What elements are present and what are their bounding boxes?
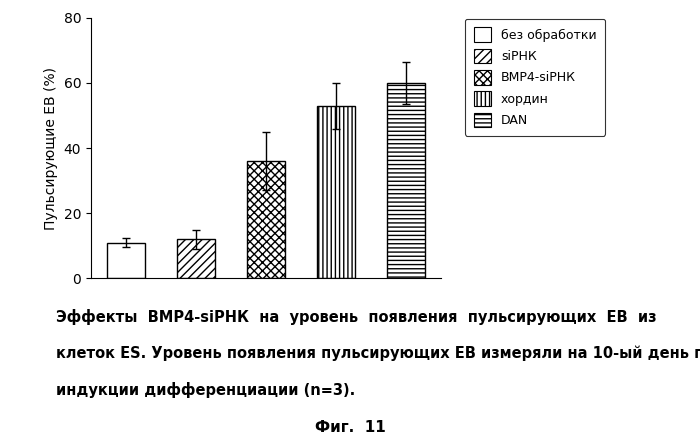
Y-axis label: Пульсирующие ЕВ (%): Пульсирующие ЕВ (%) — [44, 67, 58, 229]
Bar — [107, 243, 146, 278]
Text: индукции дифференциации (n=3).: индукции дифференциации (n=3). — [56, 382, 355, 398]
Legend: без обработки, siРНК, BMP4-siРНК, хордин, DAN: без обработки, siРНК, BMP4-siРНК, хордин… — [465, 19, 606, 136]
Text: Эффекты  BMP4-siРНК  на  уровень  появления  пульсирующих  ЕВ  из: Эффекты BMP4-siРНК на уровень появления … — [56, 309, 657, 325]
Text: Фиг.  11: Фиг. 11 — [314, 420, 386, 435]
Bar — [177, 240, 216, 278]
Bar — [316, 106, 355, 278]
Text: клеток ES. Уровень появления пульсирующих ЕВ измеряли на 10-ый день после: клеток ES. Уровень появления пульсирующи… — [56, 346, 700, 361]
Bar — [386, 83, 425, 278]
Bar — [247, 161, 285, 278]
